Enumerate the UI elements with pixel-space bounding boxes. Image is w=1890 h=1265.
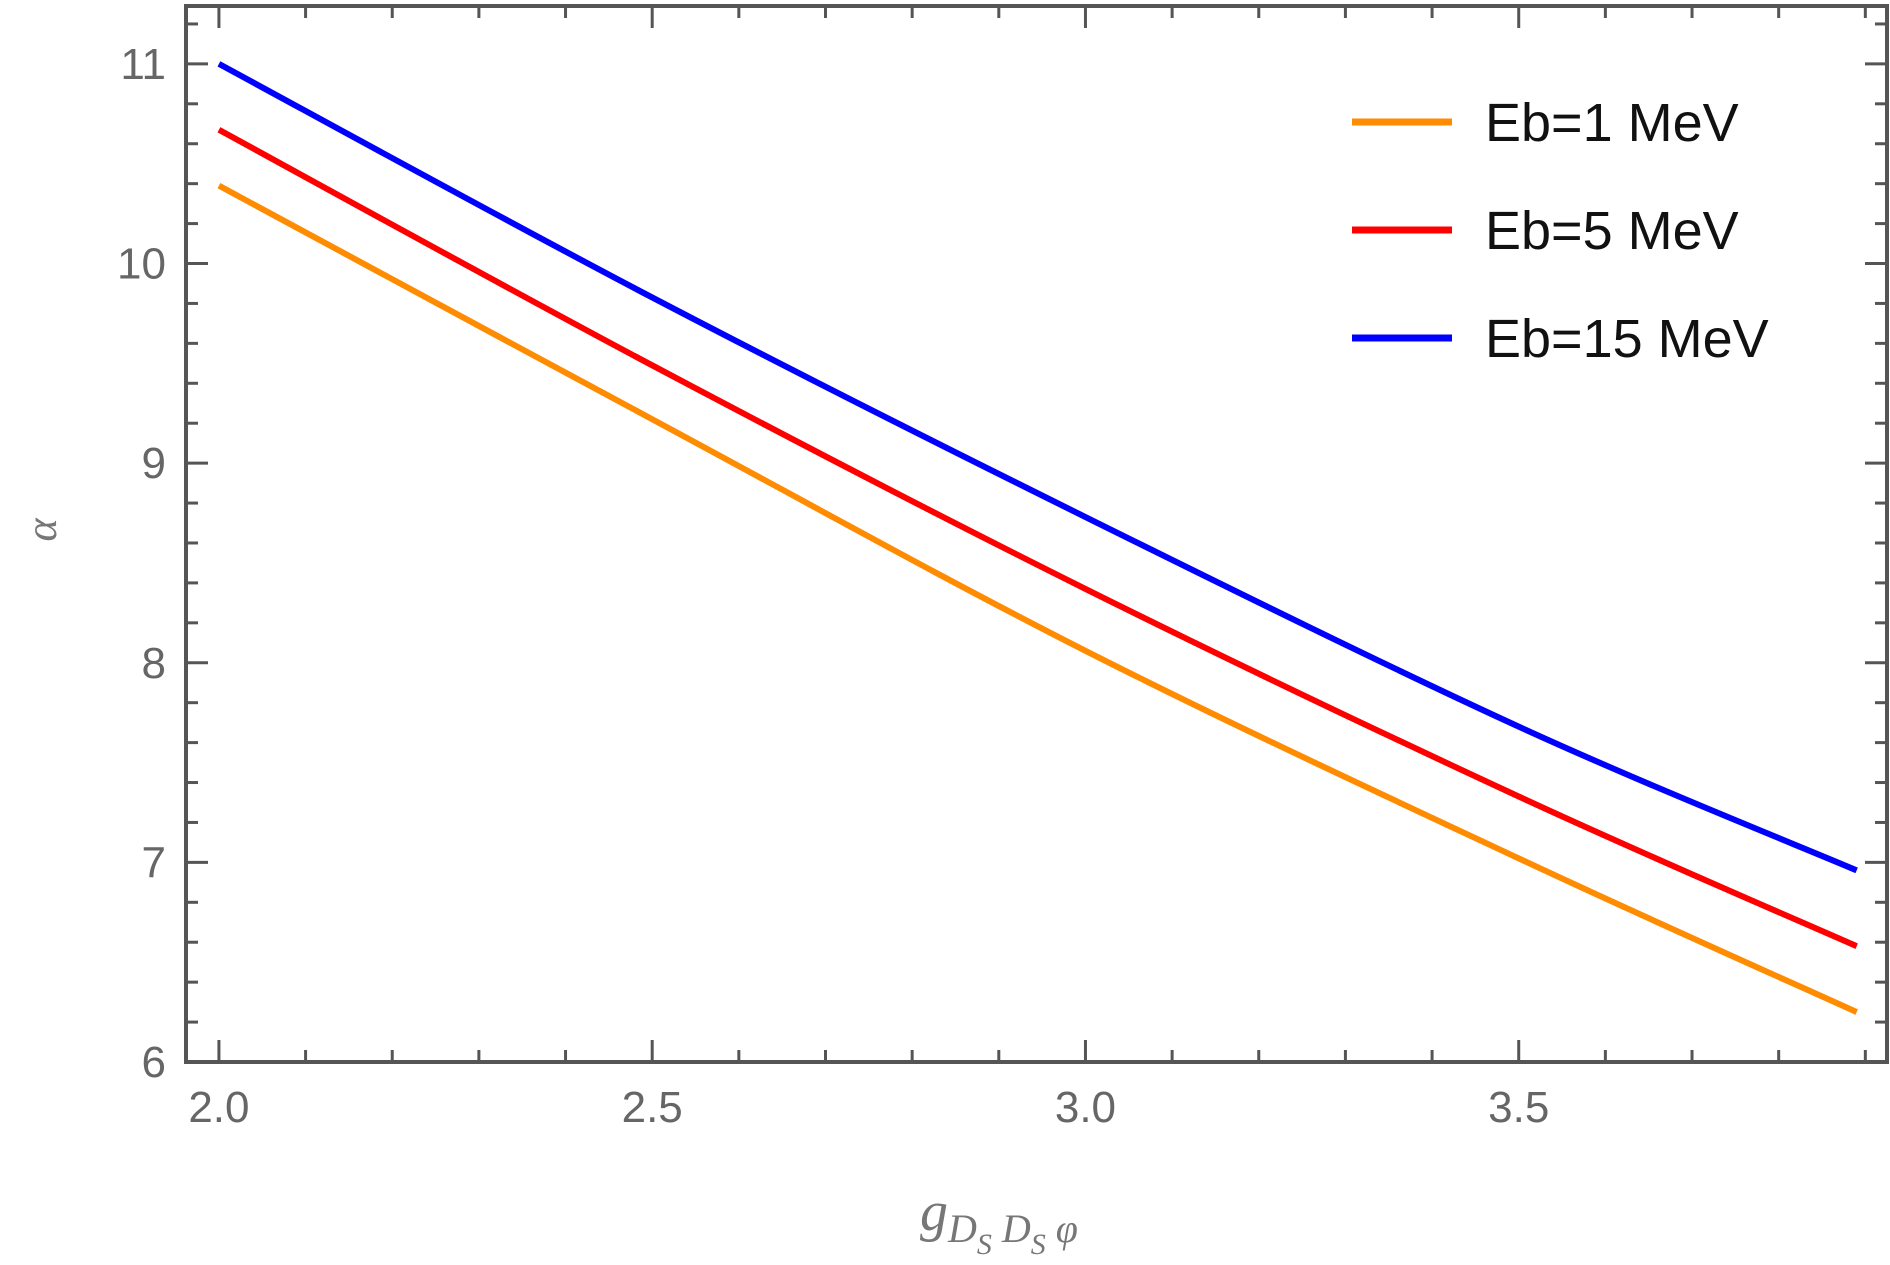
y-axis-label: α [17,518,66,542]
y-tick-label: 8 [142,639,166,688]
x-tick-label: 2.0 [188,1083,249,1132]
x-label-subsub1: S [977,1228,992,1261]
y-tick-label: 9 [142,439,166,488]
x-tick-labels: 2.0 2.5 3.0 3.5 [188,1083,1549,1132]
series-line-1 [217,183,1858,1015]
series-lines [217,61,1858,1015]
y-tick-label: 6 [142,1038,166,1087]
series-line-2 [217,127,1858,949]
legend-label-3: Eb=15 MeV [1485,309,1769,369]
x-axis-label: gDS DS φ [920,1181,1078,1261]
legend-label-2: Eb=5 MeV [1485,201,1739,261]
legend: Eb=1 MeV Eb=5 MeV Eb=15 MeV [1352,93,1769,369]
x-label-sub1: D [947,1206,977,1251]
x-label-subsub2: S [1031,1228,1046,1261]
legend-label-1: Eb=1 MeV [1485,93,1739,153]
y-tick-label: 11 [120,40,166,89]
series-line-3 [217,61,1858,874]
x-tick-label: 2.5 [622,1083,683,1132]
y-tick-label: 7 [142,838,166,887]
plot-frame [184,4,1889,1064]
x-label-main: g [920,1181,948,1243]
y-tick-labels: 6 7 8 9 10 11 [117,40,166,1087]
x-label-sub3: φ [1056,1206,1078,1251]
x-tick-label: 3.0 [1055,1083,1116,1132]
x-tick-label: 3.5 [1488,1083,1549,1132]
axis-ticks [186,6,1887,1064]
y-tick-label: 10 [117,240,166,289]
x-label-sub2: D [1001,1206,1031,1251]
